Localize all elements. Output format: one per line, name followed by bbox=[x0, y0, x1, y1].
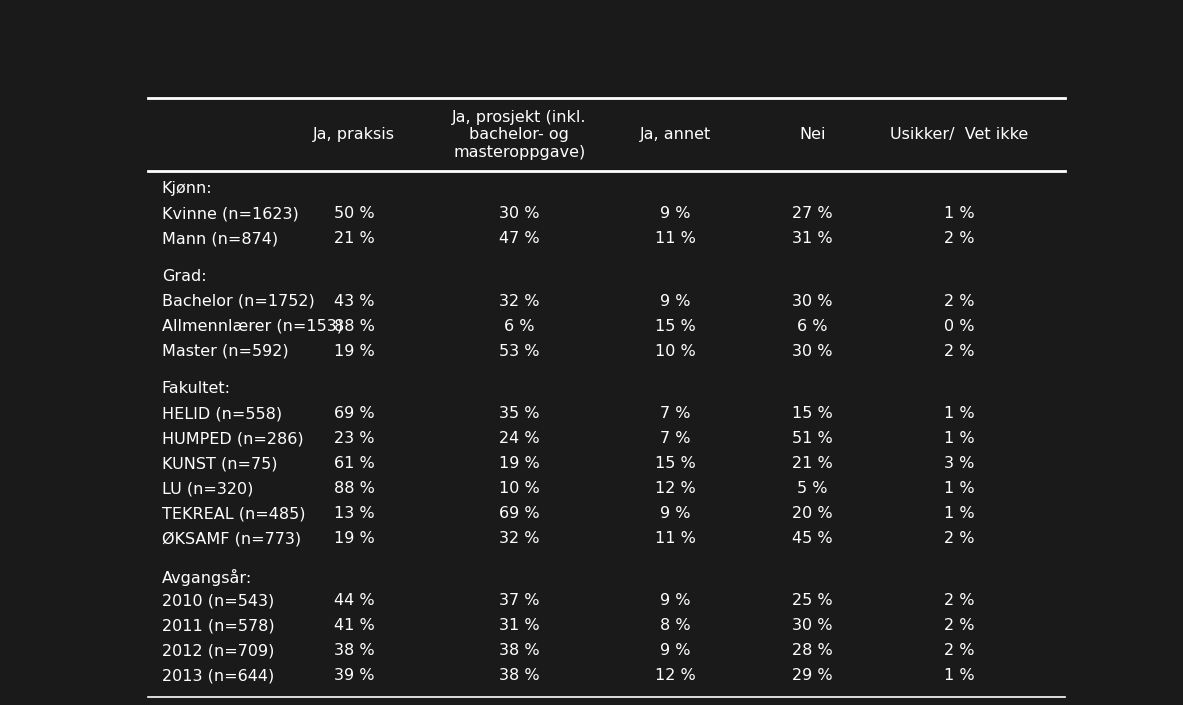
Text: Avgangsår:: Avgangsår: bbox=[162, 568, 252, 586]
Text: 7 %: 7 % bbox=[660, 406, 691, 421]
Text: 38 %: 38 % bbox=[499, 668, 539, 683]
Text: 69 %: 69 % bbox=[499, 506, 539, 521]
Text: 6 %: 6 % bbox=[504, 319, 535, 333]
Text: 21 %: 21 % bbox=[793, 456, 833, 471]
Text: 2 %: 2 % bbox=[944, 231, 975, 246]
Text: 15 %: 15 % bbox=[654, 456, 696, 471]
Text: 20 %: 20 % bbox=[793, 506, 833, 521]
Text: Allmennlærer (n=153): Allmennlærer (n=153) bbox=[162, 319, 343, 333]
Text: HELID (n=558): HELID (n=558) bbox=[162, 406, 282, 421]
Text: 38 %: 38 % bbox=[334, 644, 375, 658]
Text: 1 %: 1 % bbox=[944, 481, 975, 496]
Text: 32 %: 32 % bbox=[499, 531, 539, 546]
Text: 88 %: 88 % bbox=[334, 481, 375, 496]
Text: Mann (n=874): Mann (n=874) bbox=[162, 231, 278, 246]
Text: 35 %: 35 % bbox=[499, 406, 539, 421]
Text: 23 %: 23 % bbox=[334, 431, 374, 446]
Text: TEKREAL (n=485): TEKREAL (n=485) bbox=[162, 506, 305, 521]
Text: Ja, annet: Ja, annet bbox=[640, 128, 711, 142]
Text: Kvinne (n=1623): Kvinne (n=1623) bbox=[162, 207, 298, 221]
Text: 61 %: 61 % bbox=[334, 456, 375, 471]
Text: 11 %: 11 % bbox=[654, 231, 696, 246]
Text: 12 %: 12 % bbox=[654, 668, 696, 683]
Text: LU (n=320): LU (n=320) bbox=[162, 481, 253, 496]
Text: 30 %: 30 % bbox=[793, 618, 833, 633]
Text: 29 %: 29 % bbox=[793, 668, 833, 683]
Text: 31 %: 31 % bbox=[793, 231, 833, 246]
Text: 2 %: 2 % bbox=[944, 594, 975, 608]
Text: 2 %: 2 % bbox=[944, 531, 975, 546]
Text: 51 %: 51 % bbox=[793, 431, 833, 446]
Text: 6 %: 6 % bbox=[797, 319, 828, 333]
Text: 53 %: 53 % bbox=[499, 344, 539, 359]
Text: 7 %: 7 % bbox=[660, 431, 691, 446]
Text: 10 %: 10 % bbox=[654, 344, 696, 359]
Text: Ja, praksis: Ja, praksis bbox=[313, 128, 395, 142]
Text: 50 %: 50 % bbox=[334, 207, 375, 221]
Text: Nei: Nei bbox=[800, 128, 826, 142]
Text: 8 %: 8 % bbox=[660, 618, 691, 633]
Text: 2013 (n=644): 2013 (n=644) bbox=[162, 668, 274, 683]
Text: 21 %: 21 % bbox=[334, 231, 375, 246]
Text: 2 %: 2 % bbox=[944, 344, 975, 359]
Text: 30 %: 30 % bbox=[499, 207, 539, 221]
Text: 37 %: 37 % bbox=[499, 594, 539, 608]
Text: Master (n=592): Master (n=592) bbox=[162, 344, 289, 359]
Text: 9 %: 9 % bbox=[660, 506, 691, 521]
Text: 38 %: 38 % bbox=[499, 644, 539, 658]
Text: 30 %: 30 % bbox=[793, 344, 833, 359]
Text: 88 %: 88 % bbox=[334, 319, 375, 333]
Text: 9 %: 9 % bbox=[660, 294, 691, 309]
Text: 43 %: 43 % bbox=[334, 294, 374, 309]
Text: 2 %: 2 % bbox=[944, 618, 975, 633]
Text: Fakultet:: Fakultet: bbox=[162, 381, 231, 396]
Text: 0 %: 0 % bbox=[944, 319, 975, 333]
Text: 19 %: 19 % bbox=[334, 344, 375, 359]
Text: 19 %: 19 % bbox=[334, 531, 375, 546]
Text: 28 %: 28 % bbox=[793, 644, 833, 658]
Text: 3 %: 3 % bbox=[944, 456, 975, 471]
Text: 12 %: 12 % bbox=[654, 481, 696, 496]
Text: 1 %: 1 % bbox=[944, 207, 975, 221]
Text: 9 %: 9 % bbox=[660, 594, 691, 608]
Text: 1 %: 1 % bbox=[944, 406, 975, 421]
Text: 1 %: 1 % bbox=[944, 668, 975, 683]
Text: 19 %: 19 % bbox=[499, 456, 539, 471]
Text: 44 %: 44 % bbox=[334, 594, 375, 608]
Text: 47 %: 47 % bbox=[499, 231, 539, 246]
Text: 41 %: 41 % bbox=[334, 618, 375, 633]
Text: 2011 (n=578): 2011 (n=578) bbox=[162, 618, 274, 633]
Text: 9 %: 9 % bbox=[660, 644, 691, 658]
Text: 1 %: 1 % bbox=[944, 431, 975, 446]
Text: 9 %: 9 % bbox=[660, 207, 691, 221]
Text: 24 %: 24 % bbox=[499, 431, 539, 446]
Text: 2 %: 2 % bbox=[944, 644, 975, 658]
Text: 2 %: 2 % bbox=[944, 294, 975, 309]
Text: 25 %: 25 % bbox=[793, 594, 833, 608]
Text: 31 %: 31 % bbox=[499, 618, 539, 633]
Text: 15 %: 15 % bbox=[793, 406, 833, 421]
Text: 69 %: 69 % bbox=[334, 406, 375, 421]
Text: 39 %: 39 % bbox=[334, 668, 374, 683]
Text: 27 %: 27 % bbox=[793, 207, 833, 221]
Text: 10 %: 10 % bbox=[499, 481, 539, 496]
Text: Kjønn:: Kjønn: bbox=[162, 181, 212, 197]
Text: 2012 (n=709): 2012 (n=709) bbox=[162, 644, 274, 658]
Text: 30 %: 30 % bbox=[793, 294, 833, 309]
Text: Grad:: Grad: bbox=[162, 269, 206, 284]
Text: 13 %: 13 % bbox=[334, 506, 375, 521]
Text: 32 %: 32 % bbox=[499, 294, 539, 309]
Text: Ja, prosjekt (inkl.
bachelor- og
masteroppgave): Ja, prosjekt (inkl. bachelor- og mastero… bbox=[452, 110, 587, 160]
Text: Usikker/  Vet ikke: Usikker/ Vet ikke bbox=[890, 128, 1028, 142]
Text: 15 %: 15 % bbox=[654, 319, 696, 333]
Text: ØKSAMF (n=773): ØKSAMF (n=773) bbox=[162, 531, 300, 546]
Text: 1 %: 1 % bbox=[944, 506, 975, 521]
Text: 45 %: 45 % bbox=[793, 531, 833, 546]
Text: KUNST (n=75): KUNST (n=75) bbox=[162, 456, 277, 471]
Text: 5 %: 5 % bbox=[797, 481, 828, 496]
Text: Bachelor (n=1752): Bachelor (n=1752) bbox=[162, 294, 315, 309]
Text: 11 %: 11 % bbox=[654, 531, 696, 546]
Text: 2010 (n=543): 2010 (n=543) bbox=[162, 594, 274, 608]
Text: HUMPED (n=286): HUMPED (n=286) bbox=[162, 431, 303, 446]
